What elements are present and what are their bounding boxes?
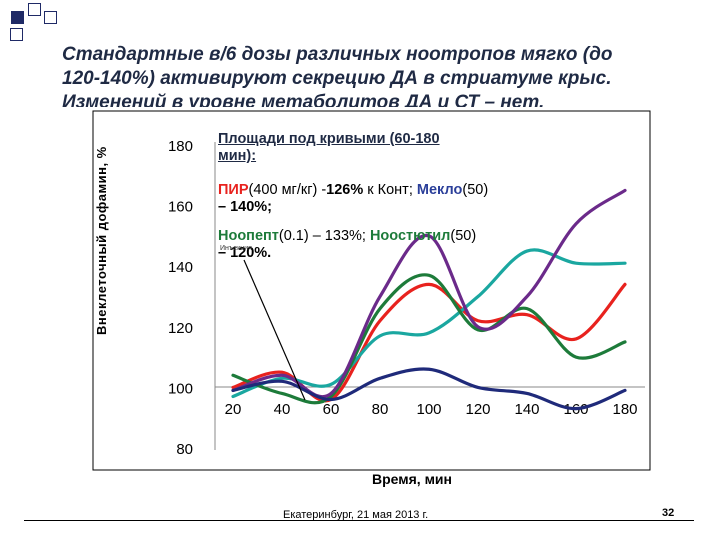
- footer-text: Екатеринбург, 21 мая 2013 г.: [283, 509, 429, 521]
- y-tick-label: 140: [168, 259, 193, 276]
- injection-pointer: [243, 259, 306, 401]
- y-tick-label: 180: [168, 138, 193, 155]
- noopept-name: Ноопепт: [218, 228, 279, 244]
- y-tick-labels: 80 100 120 140 160 180: [168, 138, 193, 458]
- x-tick-label: 80: [372, 401, 389, 418]
- noog-value: – 120%.: [218, 245, 272, 261]
- area-heading-line: мин):: [218, 148, 257, 164]
- pir-dose: (400 мг/кг) -: [248, 182, 327, 198]
- x-tick-label: 40: [274, 401, 291, 418]
- deco-square: [28, 3, 41, 16]
- page-number: 32: [662, 507, 675, 519]
- pir-value: 126%: [326, 182, 364, 198]
- x-tick-label: 20: [225, 401, 242, 418]
- title-line: 120-140%) активируют секрецию ДА в стриа…: [62, 68, 612, 89]
- y-tick-label: 80: [176, 441, 193, 458]
- area-heading: Площади под кривыми (60-180 мин):: [218, 131, 440, 165]
- y-axis-label: Внеклеточный дофамин, %: [94, 146, 109, 335]
- deco-square: [11, 11, 24, 24]
- meklo-name: Мекло: [416, 182, 463, 198]
- meklo-dose: (50): [462, 182, 489, 198]
- deco-square: [44, 11, 57, 24]
- series-line-5: [231, 367, 627, 411]
- series-line-4: [231, 188, 627, 399]
- x-tick-label: 140: [514, 401, 539, 418]
- deco-square: [10, 28, 23, 41]
- footer-divider: [24, 520, 694, 521]
- x-tick-labels: 20 40 60 80 100 120 140 160 180: [225, 401, 638, 418]
- x-tick-label: 100: [416, 401, 441, 418]
- noog-dose: (50): [450, 228, 477, 244]
- x-axis-label: Время, мин: [372, 471, 452, 487]
- pir-meklo-note: ПИР(400 мг/кг) -126% к Конт; Мекло(50) –…: [218, 182, 488, 216]
- series-line-2: [231, 248, 627, 399]
- decorative-squares: [0, 0, 140, 50]
- pir-name: ПИР: [218, 182, 249, 198]
- series-lines: [231, 188, 627, 411]
- series-line-3: [231, 273, 627, 405]
- konst-text: к Конт;: [363, 182, 417, 198]
- x-tick-label: 120: [465, 401, 490, 418]
- injection-label: Инъекция: [220, 245, 252, 252]
- noog-name: Ноостютил: [369, 228, 451, 244]
- slide-title: Стандартные в/6 дозы различных ноотропов…: [62, 43, 702, 107]
- plot-frame: [92, 110, 651, 471]
- title-line: Стандартные в/6 дозы различных ноотропов…: [62, 44, 613, 65]
- y-tick-label: 160: [168, 199, 193, 216]
- y-tick-label: 100: [168, 380, 193, 397]
- y-tick-label: 120: [168, 320, 193, 337]
- meklo-value: – 140%;: [218, 199, 273, 215]
- title-line: Изменений в уровне метаболитов ДА и СТ –…: [62, 92, 545, 107]
- x-tick-label: 60: [323, 401, 340, 418]
- x-tick-label: 180: [612, 401, 637, 418]
- noopept-dose: (0.1) – 133%;: [278, 228, 370, 244]
- noopept-note: Ноопепт(0.1) – 133%; Ноостютил(50) – 120…: [218, 228, 476, 262]
- area-heading-line: Площади под кривыми (60-180: [218, 131, 440, 147]
